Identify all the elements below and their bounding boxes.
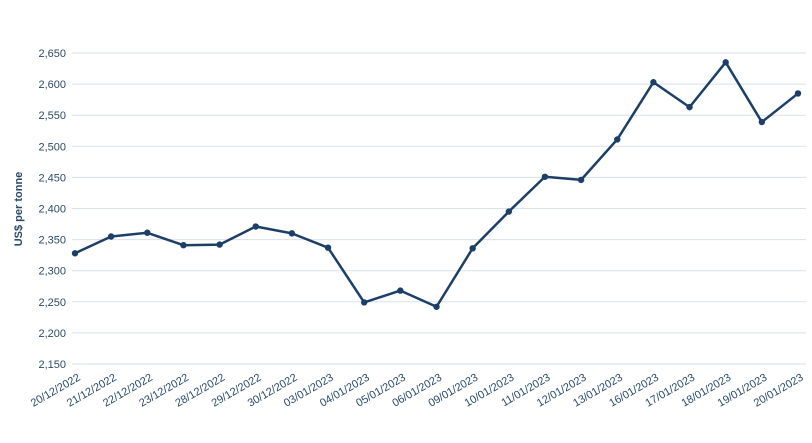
y-tick-label: 2,600 xyxy=(38,79,66,91)
point xyxy=(614,136,621,143)
y-tick-label: 2,400 xyxy=(38,204,66,216)
point xyxy=(71,250,79,257)
y-tick-label: 2,300 xyxy=(38,266,66,278)
point xyxy=(433,303,440,310)
point xyxy=(758,118,766,126)
point xyxy=(722,59,729,66)
point xyxy=(469,245,476,252)
line xyxy=(74,61,799,309)
y-tick-label: 2,650 xyxy=(38,48,66,60)
y-axis-label: US$ per tonne xyxy=(13,172,25,247)
point xyxy=(252,223,259,230)
point xyxy=(541,173,549,180)
y-tick-label: 2,150 xyxy=(38,359,66,371)
point xyxy=(505,208,512,215)
point xyxy=(397,287,404,294)
point xyxy=(288,230,296,237)
point xyxy=(577,176,585,184)
y-tick-label: 2,200 xyxy=(38,328,66,340)
y-tick-label: 2,350 xyxy=(38,235,66,247)
y-tick-label: 2,450 xyxy=(38,172,66,184)
point xyxy=(650,79,657,86)
y-tick-label: 2,550 xyxy=(38,110,66,122)
point xyxy=(107,233,115,240)
y-tick-label: 2,500 xyxy=(38,141,66,153)
point xyxy=(216,241,223,248)
point xyxy=(324,244,332,251)
point xyxy=(180,241,187,249)
y-tick-label: 2,250 xyxy=(38,297,66,309)
point xyxy=(686,103,693,111)
point xyxy=(794,90,802,97)
point xyxy=(361,299,368,306)
point xyxy=(144,229,151,236)
